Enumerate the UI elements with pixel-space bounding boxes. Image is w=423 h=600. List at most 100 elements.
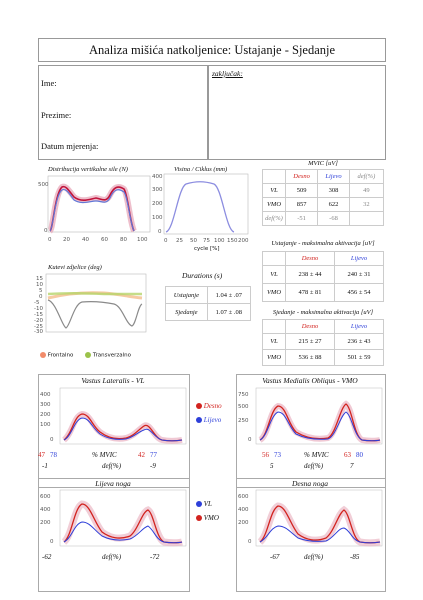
vertical-force-chart: 500 0 0 20 40 60 80 100 xyxy=(38,175,151,243)
height-xlabel: cycle [%] xyxy=(194,246,220,252)
cell: 1.04 ± .07 xyxy=(206,286,252,304)
svg-text:10: 10 xyxy=(36,282,43,288)
svg-text:60: 60 xyxy=(101,237,108,243)
svg-text:200: 200 xyxy=(238,238,249,244)
svg-text:100: 100 xyxy=(152,215,163,221)
vmo-chart: 750 500 250 0 xyxy=(238,387,383,445)
height-chart-title: Visina / Ciklus (mm) xyxy=(174,166,228,173)
mvic-table: Desno Lijevo def(%) VL 509 308 49 VMO 857 622 32… xyxy=(262,169,385,226)
legend-vl-vmo: VL VMO xyxy=(196,500,219,528)
transverzalno-label: Transverzalno xyxy=(92,352,131,359)
vl-dot xyxy=(196,501,202,508)
svg-text:5: 5 xyxy=(39,288,43,294)
durations-table: Ustajanje 1.04 ± .07 Sjedanje 1.07 ± .08 xyxy=(165,286,252,321)
vmo-right-blue: 80 xyxy=(356,451,363,459)
desna-right-def: -85 xyxy=(350,553,360,561)
svg-text:0: 0 xyxy=(48,237,52,243)
sjedanje-table: Desno Lijevo VL 215 ± 27 236 ± 43 VMO 536 ± … xyxy=(262,319,384,366)
svg-text:0: 0 xyxy=(248,437,252,443)
svg-text:100: 100 xyxy=(214,238,225,244)
svg-text:100: 100 xyxy=(137,237,148,243)
svg-text:50: 50 xyxy=(190,238,197,244)
svg-text:-20: -20 xyxy=(34,318,43,324)
durations-title: Durations (s) xyxy=(182,271,223,280)
zakljucak-box[interactable]: zaključak: xyxy=(208,65,386,160)
cell: 238 ± 44 xyxy=(285,265,335,284)
row-label: Sjedanje xyxy=(165,303,208,321)
transverzalno-dot xyxy=(85,352,92,358)
vl-left-red: 47 xyxy=(38,451,45,459)
row-label: VL xyxy=(262,333,286,350)
legend-frontalno: Frontalno Transverzalno xyxy=(40,352,131,359)
lijeva-noga-panel xyxy=(38,478,190,592)
row-label: def(%) xyxy=(262,211,286,226)
lijevo-label: Lijevo xyxy=(203,416,222,424)
vl-def-label: def(%) xyxy=(102,462,122,470)
cell: 501 ± 59 xyxy=(334,349,384,366)
sjedanje-title: Sjedanje - maksimalna aktivacija [uV] xyxy=(272,309,374,316)
lijeva-left-def: -62 xyxy=(42,553,52,561)
vmo-title: Vastus Medialis Obliqus - VMO xyxy=(262,376,358,385)
cell: -68 xyxy=(317,211,350,226)
datum-label: Datum mjerenja: xyxy=(41,141,99,151)
svg-text:0: 0 xyxy=(248,539,252,545)
zakljucak-label: zaključak: xyxy=(212,69,243,78)
svg-text:0: 0 xyxy=(158,229,162,235)
cell: 857 xyxy=(284,197,319,212)
vl-left-def: -1 xyxy=(42,462,48,470)
ime-label: Ime: xyxy=(41,78,57,88)
svg-text:0: 0 xyxy=(39,294,43,300)
svg-text:200: 200 xyxy=(152,201,163,207)
cell: 308 xyxy=(317,183,350,198)
row-label: VMO xyxy=(262,349,286,366)
row-label: Ustajanje xyxy=(165,286,208,304)
row-label: VL xyxy=(262,183,286,198)
frontalno-dot xyxy=(40,352,46,358)
vl-right-blue: 77 xyxy=(150,451,157,459)
svg-text:400: 400 xyxy=(238,507,249,513)
vl-chart: 400 300 200 100 0 xyxy=(40,387,187,445)
desna-left-def: -67 xyxy=(270,553,280,561)
cell: -51 xyxy=(284,211,319,226)
vl-title: Vastus Lateralis - VL xyxy=(81,376,145,385)
cell: 536 ± 88 xyxy=(285,349,335,366)
header-desno: Desno xyxy=(284,169,319,184)
svg-text:-30: -30 xyxy=(34,329,43,335)
svg-text:250: 250 xyxy=(238,418,249,424)
svg-text:600: 600 xyxy=(40,494,51,500)
svg-text:200: 200 xyxy=(238,520,249,526)
header-lijevo: Lijevo xyxy=(334,251,384,266)
vl-right-red: 42 xyxy=(138,451,145,459)
tick: 0 xyxy=(44,228,48,234)
svg-text:20: 20 xyxy=(63,237,70,243)
vl-panel xyxy=(38,374,190,488)
vmo-dot xyxy=(196,515,202,522)
tick: 500 xyxy=(38,182,49,188)
svg-text:-5: -5 xyxy=(34,300,40,306)
svg-text:0: 0 xyxy=(50,539,54,545)
page-title: Analiza mišića natkoljenice: Ustajanje -… xyxy=(38,38,386,62)
desna-def-label: def(%) xyxy=(304,553,324,561)
svg-text:80: 80 xyxy=(120,237,127,243)
cell: 240 ± 31 xyxy=(334,265,384,284)
header-lijevo: Lijevo xyxy=(334,319,384,334)
vmo-left-blue: 73 xyxy=(274,451,281,459)
lijeva-noga-title: Lijeva noga xyxy=(95,479,131,488)
desna-def-row: -67 def(%) -85 xyxy=(262,553,384,565)
row-label: VMO xyxy=(262,283,286,302)
svg-text:300: 300 xyxy=(40,402,51,408)
vmo-mvic-row: 56 73 % MVIC 63 80 5 def(%) 7 xyxy=(262,451,384,475)
vmo-left-def: 5 xyxy=(270,462,274,470)
ustajanje-table: Desno Lijevo VL 238 ± 44 240 ± 31 VMO 478 ± … xyxy=(262,251,384,302)
cell: 32 xyxy=(348,197,385,212)
vl-label: VL xyxy=(203,500,212,508)
vertical-force-title: Distribucija vertikalne sile (N) xyxy=(48,166,128,173)
ustajanje-title: Ustajanje - maksimalna aktivacija [uV] xyxy=(271,240,375,247)
desno-dot xyxy=(196,403,202,410)
svg-text:0: 0 xyxy=(164,238,168,244)
desna-noga-chart: 600 400 200 0 xyxy=(238,489,383,547)
vmo-def-label: def(%) xyxy=(304,462,324,470)
svg-text:-25: -25 xyxy=(34,324,43,330)
